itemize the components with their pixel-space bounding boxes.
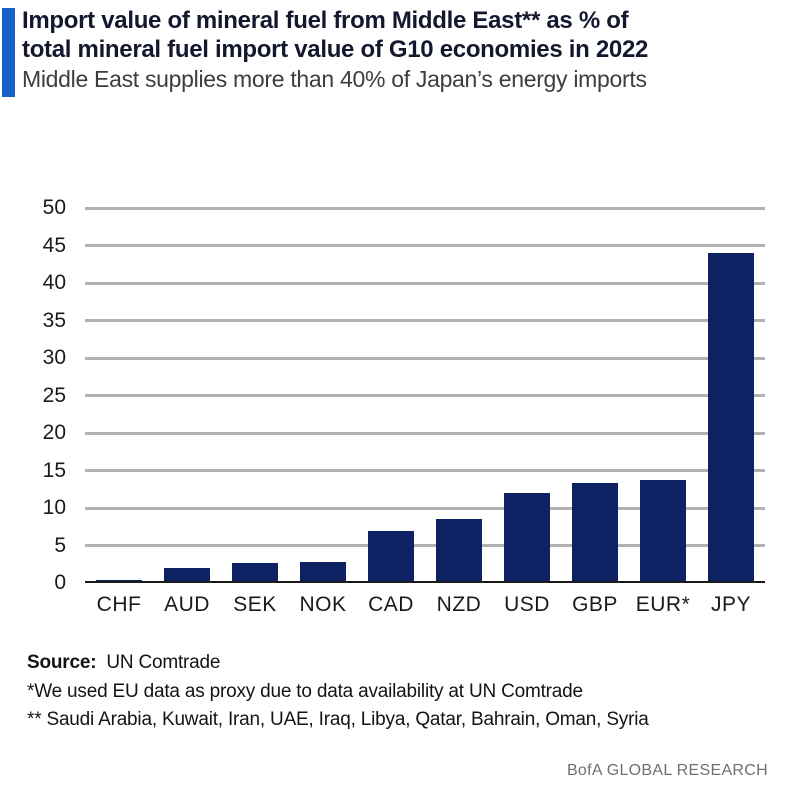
y-axis-labels: 0 5 10 15 20 25 30 35 40 45 50 <box>0 196 66 594</box>
chart-title-line1: Import value of mineral fuel from Middle… <box>22 7 629 34</box>
gridline <box>85 206 765 210</box>
x-tick-label: NZD <box>436 593 482 616</box>
title-block: Import value of mineral fuel from Middle… <box>22 6 762 94</box>
y-tick-label: 35 <box>42 308 66 332</box>
y-tick-label: 25 <box>42 383 66 407</box>
bar-sek <box>232 562 278 583</box>
gridline <box>85 469 765 472</box>
x-axis-labels: CHF AUD SEK NOK CAD NZD USD GBP EUR* JPY <box>85 593 765 621</box>
gridline <box>85 281 765 285</box>
x-tick-label: GBP <box>572 593 618 616</box>
y-tick-label: 50 <box>42 196 66 219</box>
gridline <box>85 431 765 435</box>
x-tick-label: EUR* <box>635 593 691 616</box>
gridline <box>85 319 765 322</box>
bar-eur <box>640 480 686 583</box>
x-tick-label: AUD <box>164 593 210 616</box>
bar-jpy <box>708 253 754 583</box>
gridline <box>85 506 765 510</box>
source-value: UN Comtrade <box>106 652 221 673</box>
bar-usd <box>504 493 550 583</box>
chart-title-line2: total mineral fuel import value of G10 e… <box>22 36 649 63</box>
x-tick-label: JPY <box>710 593 751 616</box>
x-tick-label: NOK <box>299 593 347 616</box>
x-tick-label: SEK <box>233 593 277 616</box>
bar-nok <box>300 562 346 583</box>
x-tick-label: CAD <box>368 593 414 616</box>
y-tick-label: 45 <box>42 233 66 257</box>
plot-area <box>85 206 765 583</box>
source-line: Source: UN Comtrade <box>27 652 220 674</box>
title-accent-bar <box>2 8 15 97</box>
bar-nzd <box>436 519 482 583</box>
brand-label: BofA GLOBAL RESEARCH <box>566 762 768 779</box>
footnote-eu-proxy: *We used EU data as proxy due to data av… <box>27 681 583 702</box>
x-axis-line <box>85 581 765 583</box>
x-tick-label: CHF <box>96 593 142 616</box>
gridline <box>85 544 765 547</box>
y-tick-label: 10 <box>42 496 66 519</box>
bar-aud <box>164 568 210 583</box>
bar-cad <box>368 530 414 583</box>
bar-gbp <box>572 483 618 583</box>
footnote-middle-east-list: ** Saudi Arabia, Kuwait, Iran, UAE, Iraq… <box>27 709 649 730</box>
y-tick-label: 30 <box>42 346 66 369</box>
y-tick-label: 5 <box>54 533 66 557</box>
gridline <box>85 394 765 397</box>
chart-subtitle: Middle East supplies more than 40% of Ja… <box>22 66 647 92</box>
y-tick-label: 40 <box>42 271 66 294</box>
y-tick-label: 0 <box>54 571 66 594</box>
gridline <box>85 356 765 360</box>
gridline <box>85 244 765 247</box>
x-tick-label: USD <box>504 593 550 616</box>
y-tick-label: 15 <box>42 458 66 482</box>
y-tick-label: 20 <box>42 421 66 444</box>
source-label: Source: <box>27 652 97 673</box>
